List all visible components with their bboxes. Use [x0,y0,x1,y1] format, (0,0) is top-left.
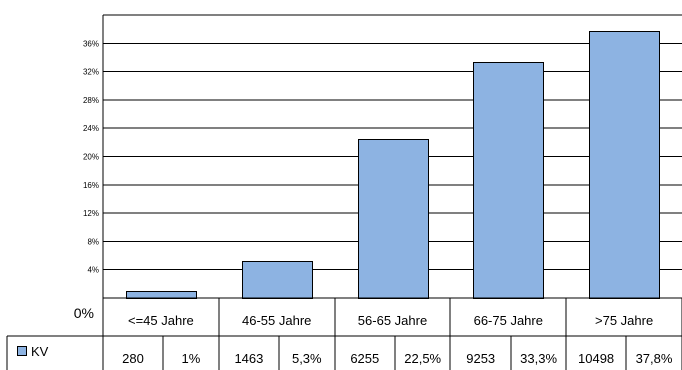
bars [126,31,660,299]
legend-label: KV [31,344,49,359]
y-axis-ticks: 0% 4% 8% 12% 16% 20% 24% 28% 32% 36% [74,39,99,321]
y-tick-label: 8% [87,237,99,246]
table-percent-cell: 22,5% [404,351,441,366]
bar [589,31,660,299]
table-percent-cell: 1% [182,351,201,366]
x-category-label: 66-75 Jahre [474,313,543,328]
y-tick-label: 16% [83,181,99,190]
table-percent-cell: 5,3% [292,351,322,366]
table-count-cell: 9253 [466,351,495,366]
x-category-label: 46-55 Jahre [242,313,311,328]
table-count-cell: 6255 [350,351,379,366]
y-tick-label: 32% [83,68,99,77]
table-count-cell: 1463 [234,351,263,366]
bar [126,291,197,299]
y-tick-label: 20% [83,153,99,162]
x-category-label: <=45 Jahre [128,313,194,328]
table-percent-cell: 33,3% [520,351,557,366]
table-percent-cell: 37,8% [636,351,673,366]
data-table: <=45 Jahre 280 1% 46-55 Jahre 1463 5,3% 56-65 … [6,298,682,370]
y-tick-label: 4% [87,266,99,275]
axes [102,14,682,370]
x-category-label: >75 Jahre [595,313,653,328]
y-tick-label: 12% [83,209,99,218]
x-category-label: 56-65 Jahre [358,313,427,328]
table-count-cell: 10498 [578,351,614,366]
y-tick-label: 28% [83,96,99,105]
table-count-cell: 280 [122,351,144,366]
y-tick-label: 36% [83,39,99,48]
bar [473,62,544,299]
bar [242,261,313,299]
bar [358,139,429,299]
y-tick-label: 24% [83,124,99,133]
legend-swatch [17,346,27,356]
y-tick-label: 0% [74,305,94,321]
